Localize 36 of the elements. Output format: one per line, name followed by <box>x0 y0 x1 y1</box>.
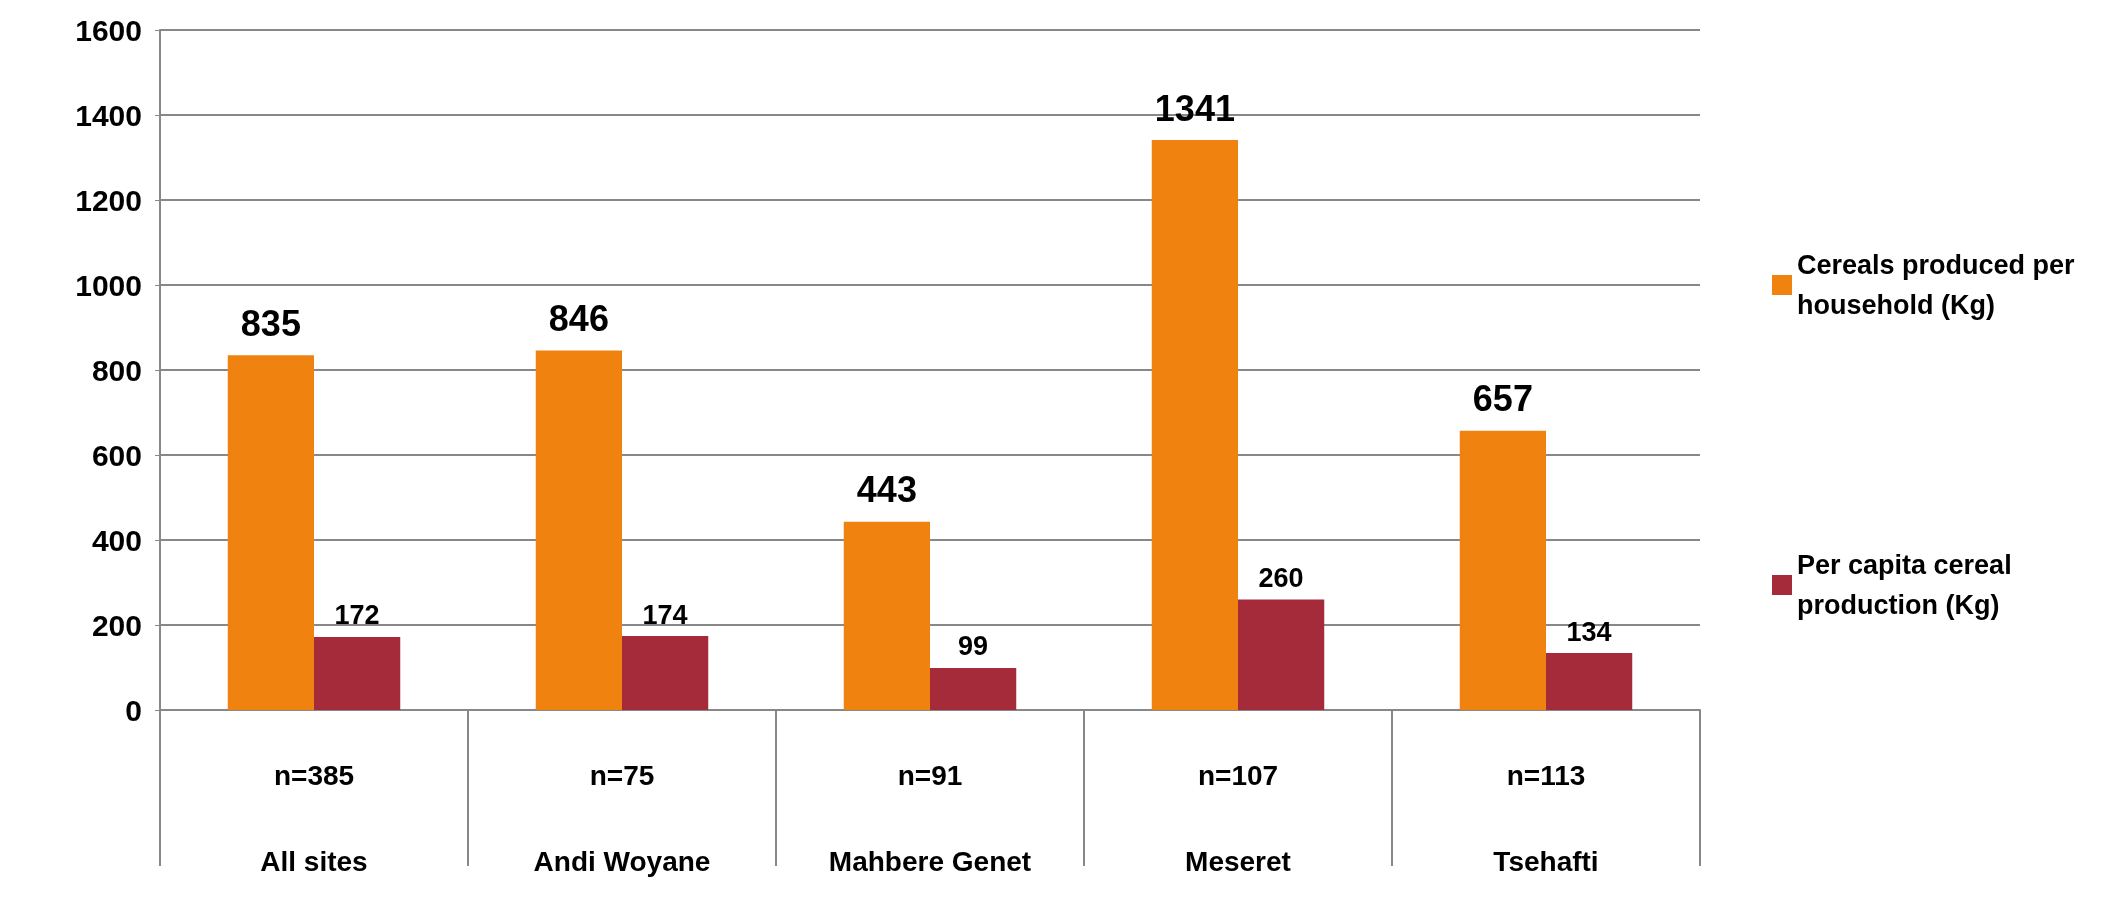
y-tick-label: 1600 <box>75 13 142 47</box>
category-label: n=107 Meseret <box>1185 759 1291 877</box>
y-tick-label: 200 <box>91 608 142 642</box>
y-tick-label: 0 <box>125 693 142 727</box>
category-label: n=385 All sites <box>260 759 368 877</box>
data-label: 172 <box>334 600 380 631</box>
data-label: 99 <box>958 631 989 662</box>
bar <box>314 636 401 710</box>
data-label: 443 <box>856 469 917 511</box>
y-tick-label: 1000 <box>75 268 142 302</box>
data-label: 174 <box>642 599 688 630</box>
bar <box>622 636 709 710</box>
bar <box>227 355 314 710</box>
y-tick-label: 400 <box>91 523 142 557</box>
data-label: 657 <box>1472 378 1533 420</box>
bar <box>535 350 622 710</box>
data-label: 134 <box>1566 616 1612 647</box>
data-label: 260 <box>1258 563 1304 593</box>
category-label: n=113 Tsehafti <box>1493 759 1599 877</box>
y-tick-label: 1400 <box>75 98 142 132</box>
y-tick-label: 800 <box>91 353 142 387</box>
category-label: n=75 Andi Woyane <box>533 759 711 877</box>
y-tick-label: 600 <box>91 438 142 472</box>
category-label: n=91 Mahbere Genet <box>828 759 1032 877</box>
bar <box>1238 599 1325 710</box>
legend-label: Cereals produced per household (Kg) <box>1797 250 2083 320</box>
bar <box>1546 653 1633 710</box>
data-label: 1341 <box>1154 87 1235 129</box>
bar <box>930 667 1017 710</box>
data-label: 846 <box>548 297 609 339</box>
legend-label: Per capita cereal production (Kg) <box>1797 550 2020 620</box>
y-tick-label: 1200 <box>75 183 142 217</box>
data-label: 835 <box>240 302 301 344</box>
bar <box>843 521 930 710</box>
bar <box>1151 140 1238 710</box>
bar <box>1459 430 1546 710</box>
